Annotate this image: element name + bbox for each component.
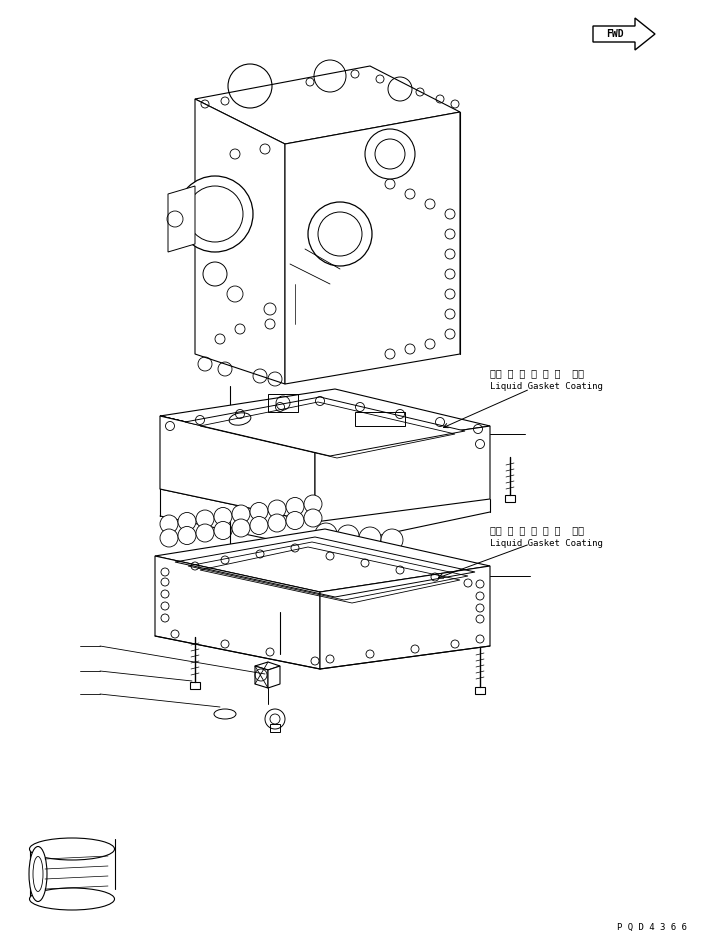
Circle shape (160, 515, 178, 533)
Circle shape (268, 514, 286, 532)
Polygon shape (155, 556, 320, 669)
Circle shape (268, 500, 286, 518)
Text: P Q D 4 3 6 6: P Q D 4 3 6 6 (617, 921, 687, 931)
Circle shape (232, 505, 250, 523)
Bar (505, 496, 515, 502)
Polygon shape (285, 113, 460, 384)
Circle shape (286, 512, 304, 530)
Circle shape (232, 519, 250, 537)
Bar (355, 413, 405, 427)
Polygon shape (320, 566, 490, 669)
Polygon shape (593, 19, 655, 51)
Circle shape (196, 511, 214, 529)
Bar (475, 687, 485, 694)
Polygon shape (315, 427, 490, 522)
Circle shape (359, 528, 381, 549)
Circle shape (365, 130, 415, 179)
Circle shape (214, 522, 232, 540)
Ellipse shape (29, 847, 47, 902)
Circle shape (286, 498, 304, 516)
Circle shape (304, 496, 322, 514)
Bar (268, 395, 298, 413)
Text: Liquid Gasket Coating: Liquid Gasket Coating (490, 539, 603, 548)
Bar (270, 724, 280, 733)
Ellipse shape (30, 888, 115, 910)
Circle shape (196, 525, 214, 543)
Circle shape (250, 503, 268, 521)
Polygon shape (255, 666, 268, 688)
Polygon shape (160, 390, 490, 452)
Polygon shape (160, 416, 315, 522)
Circle shape (178, 513, 196, 531)
Polygon shape (195, 100, 285, 384)
Circle shape (315, 523, 337, 546)
Circle shape (265, 709, 285, 729)
Polygon shape (255, 663, 280, 670)
Text: 液状 ガ ス ケ ッ ト  塗布: 液状 ガ ス ケ ッ ト 塗布 (490, 525, 584, 534)
Circle shape (381, 530, 403, 551)
Text: FWD: FWD (606, 29, 624, 39)
Polygon shape (155, 530, 490, 593)
Text: Liquid Gasket Coating: Liquid Gasket Coating (490, 382, 603, 391)
Circle shape (304, 510, 322, 528)
Polygon shape (160, 416, 315, 522)
Circle shape (337, 526, 359, 548)
Circle shape (250, 517, 268, 535)
Bar (190, 683, 200, 689)
Ellipse shape (30, 838, 115, 860)
Polygon shape (168, 187, 195, 253)
Circle shape (160, 530, 178, 548)
Circle shape (214, 508, 232, 526)
Text: 液状 ガ ス ケ ッ ト  塗布: 液状 ガ ス ケ ッ ト 塗布 (490, 367, 584, 378)
Circle shape (308, 203, 372, 267)
Polygon shape (268, 666, 280, 688)
Circle shape (177, 177, 253, 253)
Polygon shape (195, 67, 460, 144)
Circle shape (178, 527, 196, 545)
Polygon shape (185, 397, 465, 457)
